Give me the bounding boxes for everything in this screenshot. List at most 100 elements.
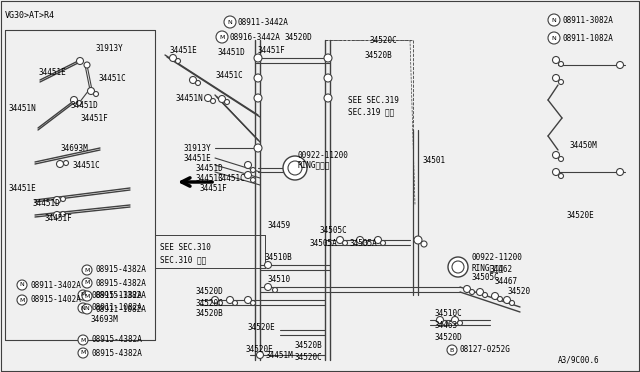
Circle shape: [552, 57, 559, 64]
Text: 34505C: 34505C: [472, 273, 500, 282]
Circle shape: [254, 144, 262, 152]
Text: N: N: [81, 305, 85, 311]
Text: 34451M: 34451M: [266, 350, 294, 359]
Circle shape: [225, 99, 230, 105]
Circle shape: [452, 261, 464, 273]
Circle shape: [324, 94, 332, 102]
Text: 34520B: 34520B: [295, 340, 323, 350]
Circle shape: [548, 32, 560, 44]
Text: 08915-4382A: 08915-4382A: [95, 279, 146, 288]
Text: 34520C: 34520C: [295, 353, 323, 362]
Text: 34451C: 34451C: [218, 173, 246, 183]
Text: 08911-1082A: 08911-1082A: [563, 33, 614, 42]
Text: N: N: [552, 35, 556, 41]
Text: RINGリング: RINGリング: [472, 263, 504, 273]
Circle shape: [356, 237, 364, 244]
Text: RINGリング: RINGリング: [298, 160, 330, 170]
Circle shape: [84, 62, 90, 68]
Circle shape: [77, 100, 81, 106]
Text: 34467: 34467: [495, 278, 518, 286]
Text: 34520C: 34520C: [195, 298, 223, 308]
Text: 34520D: 34520D: [195, 288, 223, 296]
Text: 34520B: 34520B: [195, 308, 223, 317]
Circle shape: [82, 265, 92, 275]
Circle shape: [250, 301, 255, 305]
Circle shape: [78, 303, 88, 313]
Circle shape: [509, 301, 515, 305]
Text: M: M: [84, 267, 90, 273]
Circle shape: [218, 301, 223, 305]
Text: SEC.319 参照: SEC.319 参照: [348, 108, 394, 116]
Circle shape: [552, 151, 559, 158]
Text: M: M: [80, 350, 86, 356]
Text: 34451E: 34451E: [183, 154, 211, 163]
Circle shape: [70, 96, 77, 103]
Text: 34520: 34520: [508, 288, 531, 296]
Circle shape: [254, 94, 262, 102]
Text: SEC.310 参照: SEC.310 参照: [160, 256, 206, 264]
Circle shape: [463, 285, 470, 292]
Text: M: M: [84, 280, 90, 285]
Circle shape: [264, 262, 271, 269]
Text: 08911-1082A: 08911-1082A: [91, 304, 142, 312]
Text: 34451E: 34451E: [38, 67, 66, 77]
Circle shape: [244, 161, 252, 169]
Circle shape: [254, 74, 262, 82]
Circle shape: [211, 296, 218, 304]
Text: 34505A: 34505A: [310, 238, 338, 247]
Circle shape: [250, 177, 255, 183]
Text: 08915-1382A: 08915-1382A: [95, 292, 146, 301]
Text: 08916-3442A: 08916-3442A: [230, 32, 281, 42]
Circle shape: [447, 345, 457, 355]
Text: 34520D: 34520D: [285, 32, 313, 42]
Text: N: N: [228, 19, 232, 25]
Circle shape: [232, 301, 237, 305]
Text: 34693M: 34693M: [60, 144, 88, 153]
Circle shape: [504, 296, 511, 304]
Circle shape: [250, 167, 255, 173]
Circle shape: [381, 241, 385, 246]
Text: 08911-1082A: 08911-1082A: [95, 305, 146, 314]
Circle shape: [342, 241, 348, 246]
Circle shape: [559, 80, 563, 84]
Circle shape: [324, 54, 332, 62]
Circle shape: [616, 61, 623, 68]
Circle shape: [54, 212, 61, 218]
Circle shape: [414, 236, 422, 244]
Circle shape: [483, 292, 488, 298]
Text: 34520E: 34520E: [245, 346, 273, 355]
Text: 08127-0252G: 08127-0252G: [460, 346, 511, 355]
Circle shape: [205, 94, 211, 102]
Text: 34451C: 34451C: [72, 160, 100, 170]
Circle shape: [362, 241, 367, 246]
Circle shape: [448, 257, 468, 277]
Circle shape: [337, 237, 344, 244]
Text: 08915-4382A: 08915-4382A: [91, 336, 142, 344]
Text: 08911-3442A: 08911-3442A: [238, 17, 289, 26]
Circle shape: [283, 156, 307, 180]
Text: 34510B: 34510B: [265, 253, 292, 263]
Text: 08911-3402A: 08911-3402A: [30, 280, 81, 289]
Circle shape: [17, 280, 27, 290]
Text: 34451C: 34451C: [195, 173, 223, 183]
Circle shape: [195, 80, 200, 86]
Text: 08915-4382A: 08915-4382A: [95, 266, 146, 275]
Circle shape: [244, 296, 252, 304]
Circle shape: [421, 241, 427, 247]
Text: 34459: 34459: [268, 221, 291, 230]
Text: 34501: 34501: [423, 155, 446, 164]
Circle shape: [374, 237, 381, 244]
Circle shape: [224, 16, 236, 28]
Text: 34505A: 34505A: [350, 238, 378, 247]
Circle shape: [54, 196, 61, 203]
Circle shape: [211, 99, 216, 103]
Text: M: M: [84, 294, 90, 298]
Text: 34510C: 34510C: [435, 308, 463, 317]
Text: 34451D: 34451D: [32, 199, 60, 208]
Text: 34451N: 34451N: [8, 103, 36, 112]
Text: 34510: 34510: [268, 276, 291, 285]
Text: 08915-1402A: 08915-1402A: [30, 295, 81, 305]
Text: 08915-4382A: 08915-4382A: [91, 349, 142, 357]
Circle shape: [93, 92, 99, 96]
Text: 00922-11200: 00922-11200: [298, 151, 349, 160]
